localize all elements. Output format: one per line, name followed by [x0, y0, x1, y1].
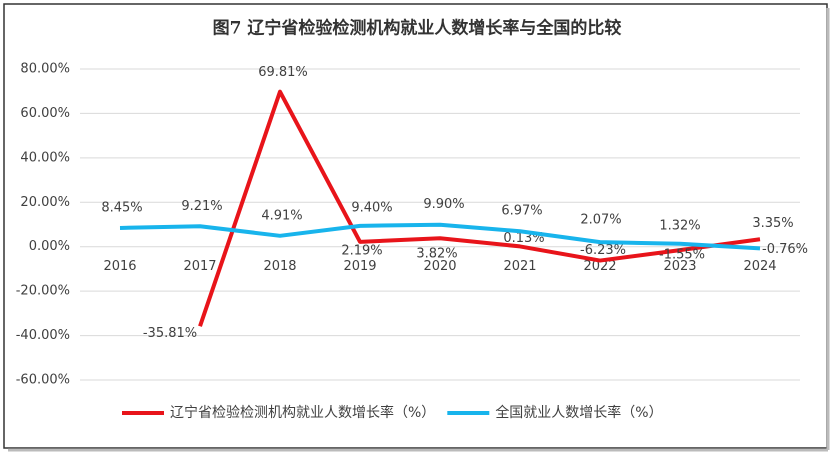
data-label: 8.45% — [101, 200, 142, 215]
x-tick-label: 2016 — [103, 259, 136, 274]
y-tick-label: -20.00% — [16, 284, 70, 299]
y-tick-label: -60.00% — [16, 373, 70, 388]
data-label: 3.82% — [416, 247, 457, 262]
data-label: -6.23% — [580, 243, 626, 258]
x-tick-label: 2023 — [663, 259, 696, 274]
x-tick-label: 2021 — [503, 259, 536, 274]
x-tick-label: 2024 — [743, 259, 776, 274]
x-tick-label: 2017 — [183, 259, 216, 274]
data-label: 9.21% — [181, 199, 222, 214]
x-tick-label: 2018 — [263, 259, 296, 274]
x-tick-label: 2022 — [583, 259, 616, 274]
x-tick-label: 2020 — [423, 259, 456, 274]
y-tick-label: -40.00% — [16, 328, 70, 343]
data-label: 6.97% — [501, 204, 542, 219]
series-line — [119, 222, 761, 251]
data-label: 69.81% — [258, 65, 308, 80]
legend-label: 全国就业人数增长率（%） — [495, 404, 662, 421]
y-tick-label: 60.00% — [20, 106, 70, 121]
data-label: -35.81% — [143, 326, 197, 341]
data-label: -0.76% — [762, 242, 808, 257]
data-label: 2.19% — [341, 243, 382, 258]
data-label: 9.90% — [423, 197, 464, 212]
data-label: -1.55% — [659, 248, 705, 263]
data-label: 4.91% — [261, 208, 302, 223]
y-tick-label: 80.00% — [20, 62, 70, 77]
chart-title: 图7 辽宁省检验检测机构就业人数增长率与全国的比较 — [213, 18, 622, 39]
data-label: 1.32% — [659, 218, 700, 233]
legend-label: 辽宁省检验检测机构就业人数增长率（%） — [170, 404, 435, 421]
y-tick-label: 20.00% — [20, 195, 70, 210]
series-line — [198, 89, 761, 327]
data-label: 2.07% — [580, 213, 621, 228]
y-tick-label: 0.00% — [29, 239, 70, 254]
y-tick-label: 40.00% — [20, 150, 70, 165]
data-label: 9.40% — [351, 200, 392, 215]
x-tick-label: 2019 — [343, 259, 376, 274]
data-label: 3.35% — [752, 216, 793, 231]
